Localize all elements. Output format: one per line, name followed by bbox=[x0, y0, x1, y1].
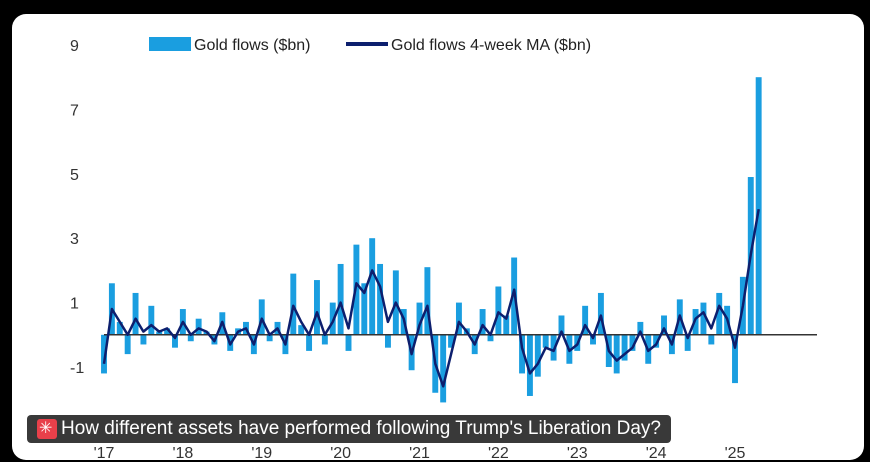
y-tick-label: 3 bbox=[70, 231, 79, 248]
bar bbox=[116, 321, 123, 335]
bar bbox=[558, 315, 565, 335]
bar bbox=[384, 334, 391, 348]
bar bbox=[124, 334, 131, 355]
x-tick-label: '25 bbox=[725, 445, 746, 460]
y-tick-label: 9 bbox=[70, 38, 79, 55]
bar bbox=[266, 334, 273, 342]
chart-card: 9 7 5 3 1 -1 '17 '18 '19 '20 '21 '22 '23 '24 '25 Gold… bbox=[12, 14, 864, 460]
y-tick-label: 1 bbox=[70, 296, 79, 313]
bar bbox=[148, 305, 155, 335]
x-tick-label: '23 bbox=[567, 445, 588, 460]
x-axis: '17 '18 '19 '20 '21 '22 '23 '24 '25 bbox=[94, 445, 746, 460]
bar bbox=[455, 302, 462, 335]
moving-average-line bbox=[102, 208, 760, 388]
x-tick-label: '18 bbox=[172, 445, 193, 460]
bar bbox=[708, 334, 715, 345]
bar bbox=[345, 334, 352, 351]
bar bbox=[164, 328, 171, 335]
x-tick-label: '21 bbox=[409, 445, 430, 460]
bar bbox=[258, 299, 265, 335]
bar bbox=[448, 334, 455, 348]
bar bbox=[700, 302, 707, 335]
bar bbox=[526, 334, 533, 396]
bar bbox=[716, 292, 723, 335]
bar bbox=[172, 334, 178, 348]
bar bbox=[156, 331, 163, 335]
bar bbox=[290, 273, 297, 335]
legend: Gold flows ($bn) Gold flows 4-week MA ($… bbox=[149, 37, 591, 54]
bar bbox=[306, 334, 313, 351]
caption-text: How different assets have performed foll… bbox=[61, 418, 661, 439]
bar bbox=[590, 334, 596, 345]
bar bbox=[337, 263, 344, 335]
x-tick-label: '20 bbox=[330, 445, 351, 460]
bar bbox=[597, 292, 604, 335]
bar bbox=[321, 334, 328, 345]
siren-icon bbox=[37, 418, 57, 439]
bar bbox=[369, 238, 376, 335]
bar bbox=[661, 315, 667, 335]
bar bbox=[732, 334, 738, 384]
bar bbox=[377, 263, 384, 335]
bar bbox=[519, 334, 525, 374]
bar bbox=[653, 334, 660, 348]
bar bbox=[416, 302, 423, 335]
y-axis: 9 7 5 3 1 -1 bbox=[70, 38, 84, 377]
bar bbox=[637, 321, 644, 335]
bar bbox=[440, 334, 447, 403]
bar bbox=[195, 318, 202, 335]
bar bbox=[298, 325, 305, 335]
bar bbox=[495, 286, 502, 335]
bar bbox=[755, 77, 762, 335]
x-tick-label: '19 bbox=[251, 445, 272, 460]
bars-series bbox=[101, 77, 762, 403]
y-tick-label: 5 bbox=[70, 167, 79, 184]
bar bbox=[187, 334, 194, 342]
caption-banner[interactable]: How different assets have performed foll… bbox=[27, 415, 671, 443]
y-tick-label: -1 bbox=[70, 360, 84, 377]
legend-label-line: Gold flows 4-week MA ($bn) bbox=[391, 37, 591, 54]
bar bbox=[534, 334, 541, 377]
legend-label-bars: Gold flows ($bn) bbox=[194, 37, 311, 54]
bar bbox=[132, 292, 139, 335]
x-tick-label: '22 bbox=[488, 445, 509, 460]
bar bbox=[503, 315, 510, 335]
x-tick-label: '24 bbox=[646, 445, 667, 460]
bar bbox=[479, 309, 486, 335]
bar bbox=[361, 283, 368, 335]
bar bbox=[621, 334, 628, 361]
bar bbox=[684, 334, 691, 351]
bar bbox=[582, 305, 589, 335]
bar bbox=[487, 334, 494, 342]
x-tick-label: '17 bbox=[94, 445, 115, 460]
bar bbox=[542, 334, 549, 348]
y-tick-label: 7 bbox=[70, 102, 79, 119]
bar bbox=[424, 267, 431, 335]
bar bbox=[613, 334, 620, 374]
bar bbox=[140, 334, 147, 345]
bar bbox=[314, 280, 320, 335]
legend-swatch-bars bbox=[149, 37, 191, 51]
bar bbox=[629, 334, 636, 351]
gold-flows-chart: 9 7 5 3 1 -1 '17 '18 '19 '20 '21 '22 '23 '24 '25 Gold… bbox=[70, 37, 817, 460]
bar bbox=[101, 334, 107, 374]
